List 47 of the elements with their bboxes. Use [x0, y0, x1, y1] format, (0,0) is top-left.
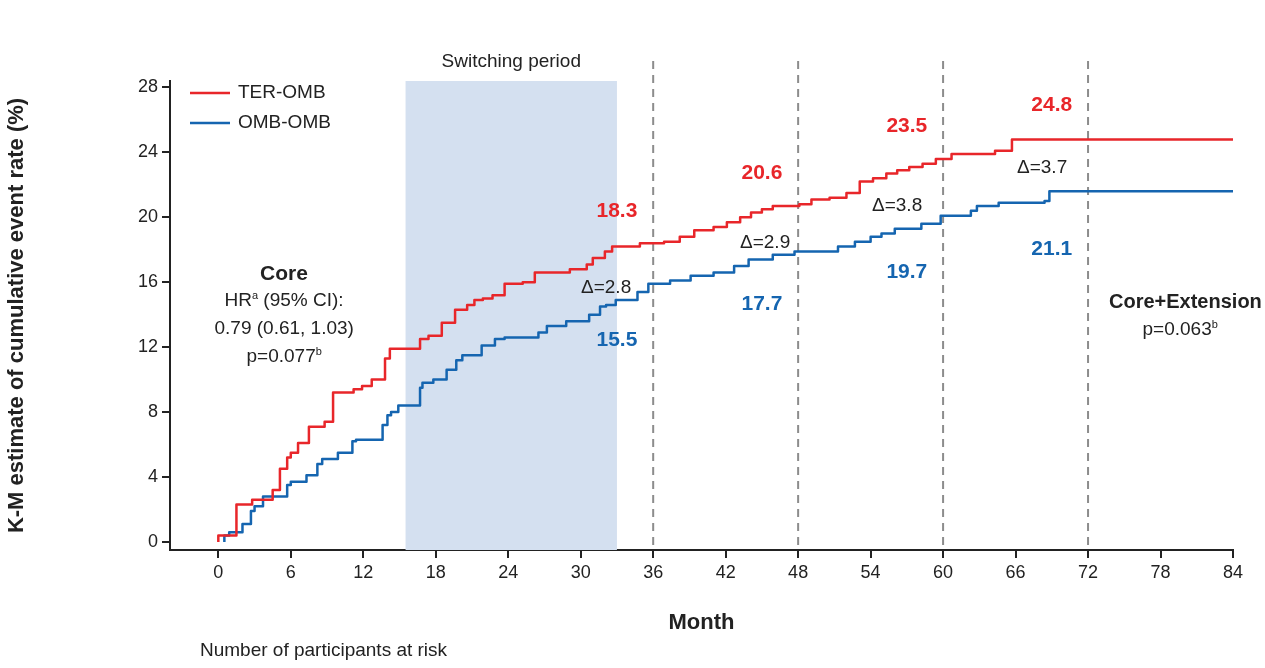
legend-label: TER-OMB — [238, 81, 326, 103]
annotation: 0.79 (0.61, 1.03) — [214, 317, 354, 338]
annotation: Δ=2.9 — [740, 231, 791, 252]
x-tick-label: 42 — [715, 561, 736, 582]
annotation: 21.1 — [1031, 236, 1073, 260]
x-tick-label: 18 — [425, 561, 446, 582]
annotation: Δ=3.8 — [872, 194, 923, 215]
annotation: 15.5 — [596, 327, 638, 351]
x-tick-label: 12 — [353, 561, 374, 582]
band-label: Switching period — [441, 49, 581, 71]
annotation: Core+Extension — [1109, 290, 1262, 312]
y-tick-label: 12 — [137, 336, 158, 357]
x-tick-label: 0 — [213, 561, 224, 582]
annotation: p=0.077$^{b}$ — [246, 345, 322, 367]
x-tick-label: 60 — [933, 561, 954, 582]
x-tick-label: 6 — [285, 561, 296, 582]
annotation: 20.6 — [741, 160, 783, 184]
x-tick-label: 72 — [1078, 561, 1099, 582]
x-tick-label: 66 — [1005, 561, 1026, 582]
y-tick-label: 8 — [147, 401, 158, 422]
x-tick-label: 84 — [1222, 561, 1244, 582]
y-tick-label: 24 — [137, 141, 158, 162]
x-tick-label: 48 — [788, 561, 809, 582]
y-tick-label: 0 — [147, 530, 158, 551]
annotation: 18.3 — [596, 197, 638, 221]
annotation: p=0.063$^{b}$ — [1142, 318, 1218, 340]
x-tick-label: 54 — [860, 561, 881, 582]
annotation: 19.7 — [886, 258, 928, 282]
x-tick-label: 78 — [1150, 561, 1171, 582]
annotation: 23.5 — [886, 113, 928, 137]
x-tick-label: 36 — [643, 561, 664, 582]
y-tick-label: 28 — [137, 76, 158, 97]
x-tick-label: 24 — [498, 561, 519, 582]
y-tick-label: 4 — [147, 465, 158, 486]
x-tick-label: 30 — [570, 561, 591, 582]
y-tick-label: 20 — [137, 206, 158, 227]
text: Number of participants at risk — [200, 639, 448, 660]
y-tick-label: 16 — [137, 271, 158, 292]
annotation: Δ=2.8 — [581, 276, 632, 297]
annotation: 24.8 — [1031, 92, 1073, 116]
x-axis-title: Month — [668, 608, 735, 634]
annotation: 17.7 — [741, 291, 783, 315]
legend-label: OMB-OMB — [238, 111, 331, 133]
annotation: Core — [260, 261, 308, 284]
annotation: HR$^{a}$ (95% CI): — [224, 289, 344, 311]
y-axis-title: K-M estimate of cumulative event rate (%) — [3, 97, 29, 534]
annotation: Δ=3.7 — [1017, 156, 1068, 177]
